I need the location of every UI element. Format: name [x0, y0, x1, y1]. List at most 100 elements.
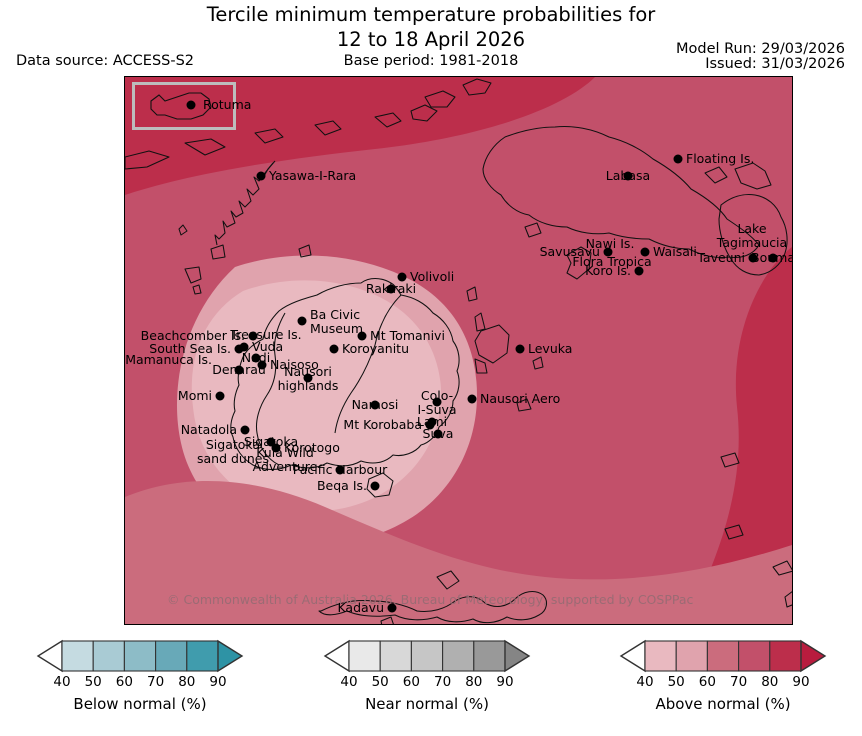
place-label-line: Kula Wild — [256, 445, 314, 460]
place-label: Rakiraki — [366, 282, 416, 296]
place-label-line: Suva — [422, 426, 454, 441]
colorbar-tick-label: 80 — [761, 674, 779, 690]
place-marker — [673, 154, 683, 164]
place-label-line: Museum — [310, 320, 364, 336]
colorbar-tick-label: 60 — [698, 674, 716, 690]
place-label: Nausori highlands — [278, 365, 339, 392]
place-label: Nausori Aero — [480, 392, 560, 406]
place-marker — [257, 360, 267, 370]
place-marker — [425, 420, 435, 430]
colorbar-under-arrow — [323, 639, 350, 673]
place-marker — [397, 272, 407, 282]
model-run-label: Model Run: 29/03/2026 — [675, 41, 845, 57]
place-marker — [266, 437, 276, 447]
place-label-line: Mt Korobaba — [343, 417, 422, 432]
place-marker — [768, 253, 778, 263]
place-marker — [271, 443, 281, 453]
place-label: Pacific Harbour — [293, 463, 388, 477]
place-label: Vuda — [252, 340, 283, 354]
colorbar-svg — [619, 639, 827, 673]
colorbar-tick-label: 80 — [178, 674, 196, 690]
colorbar-segment — [675, 640, 708, 672]
place-label-line: Koro Is. — [585, 263, 631, 278]
colorbar-tick-label: 90 — [792, 674, 810, 690]
place-label-line: South Sea Is. — [149, 341, 231, 356]
place-label: Korotogo — [284, 441, 340, 455]
place-marker — [234, 365, 244, 375]
place-label: Denarau — [212, 363, 266, 377]
place-marker — [303, 373, 313, 383]
place-label: Colo- I-Suva — [417, 389, 456, 416]
place-label-line: Namosi — [351, 397, 399, 412]
place-label-layer: Yasawa-I-Rara Floating Is. Labasa Lake Tagim… — [125, 77, 792, 624]
shade-band-south — [125, 480, 792, 624]
place-label: Rotuma — [203, 98, 251, 112]
place-label-line: Lake — [737, 221, 767, 236]
place-label: Suva — [423, 427, 454, 441]
place-label-line: Nawi Is. — [585, 236, 635, 251]
colorbar-segment — [644, 640, 677, 672]
colorbar-tick-label: 40 — [340, 674, 358, 690]
colorbar-tick-label: 60 — [115, 674, 133, 690]
colorbar-above-normal[interactable]: 40 50 60 70 80 90 Above normal (%) — [619, 639, 827, 713]
place-label: Koroyanitu — [342, 342, 409, 356]
place-marker — [329, 344, 339, 354]
colorbar-segment — [123, 640, 157, 672]
place-marker — [432, 397, 442, 407]
colorbar-swatches — [323, 639, 531, 673]
place-label-line: Vuda — [252, 339, 284, 354]
place-marker — [433, 429, 443, 439]
colorbar-tick-label: 50 — [84, 674, 102, 690]
place-label: Beachcomber Is. — [141, 329, 245, 343]
issued-label: Issued: 31/03/2026 — [705, 56, 845, 72]
place-label: Momi — [178, 389, 212, 403]
colorbar-over-arrow — [504, 639, 531, 673]
place-label: Koro Is. — [585, 264, 631, 278]
colorbar-ticks: 40 50 60 70 80 90 — [323, 674, 531, 692]
colorbar-segment — [61, 640, 94, 672]
colorbar-svg — [323, 639, 531, 673]
colorbar-ticks: 40 50 60 70 80 90 — [36, 674, 244, 692]
place-label-line: Denarau — [212, 362, 266, 377]
place-label: Taveuni — [697, 251, 745, 265]
place-label: Lake Tagimaucia — [717, 222, 787, 249]
place-label: Ba Civic Museum — [310, 308, 363, 335]
colorbar-segment — [186, 640, 219, 672]
place-label: Naisoso — [270, 358, 319, 372]
colorbar-under-arrow — [36, 639, 63, 673]
place-label-line: Waisali — [653, 244, 697, 259]
colorbar-tick-label: 90 — [209, 674, 227, 690]
base-period-label: Base period: 1981-2018 — [343, 53, 519, 69]
place-label-line: Mamanuca Is. — [125, 352, 212, 367]
place-label: Natadola — [181, 423, 237, 437]
place-label-line: Yasawa-I-Rara — [269, 168, 357, 183]
probability-map[interactable]: Rotuma Yasawa-I-Rara Floating Is. Labasa La… — [124, 76, 793, 625]
colorbar-near-normal[interactable]: 40 50 60 70 80 90 Near normal (%) — [323, 639, 531, 713]
place-label-line: Koroyanitu — [342, 341, 410, 356]
colorbar-tick-label: 50 — [667, 674, 685, 690]
colorbar-tick-label: 70 — [730, 674, 748, 690]
place-marker — [335, 465, 345, 475]
colorbar-tick-label: 90 — [496, 674, 514, 690]
colorbar-tick-label: 70 — [434, 674, 452, 690]
colorbar-tick-label: 50 — [371, 674, 389, 690]
place-label-line: Beachcomber Is. — [140, 328, 245, 343]
page-title: Tercile minimum temperature probabilitie… — [0, 2, 862, 52]
place-label: Sigatoka sand dunes — [197, 438, 269, 465]
rotuma-inset[interactable]: Rotuma — [132, 82, 251, 130]
place-label-line: Taveuni — [697, 250, 745, 265]
place-label-line: Volivoli — [410, 269, 455, 284]
place-marker — [251, 353, 261, 363]
place-label-line: Savusavu — [539, 244, 600, 259]
place-marker — [467, 394, 477, 404]
colorbar-below-normal[interactable]: 40 50 60 70 80 90 Below normal (%) — [36, 639, 244, 713]
place-label-line: Nausori — [284, 364, 332, 379]
place-label: Sigatoka — [244, 435, 298, 449]
place-label-line: Korotogo — [284, 440, 340, 455]
place-label-line: Treasure Is. — [230, 327, 302, 342]
data-source-label: Data source: ACCESS-S2 — [16, 53, 195, 69]
place-label-line: Rakiraki — [365, 281, 417, 296]
place-label: Levuka — [528, 342, 572, 356]
place-label: Waisali — [653, 245, 697, 259]
place-marker — [215, 391, 225, 401]
